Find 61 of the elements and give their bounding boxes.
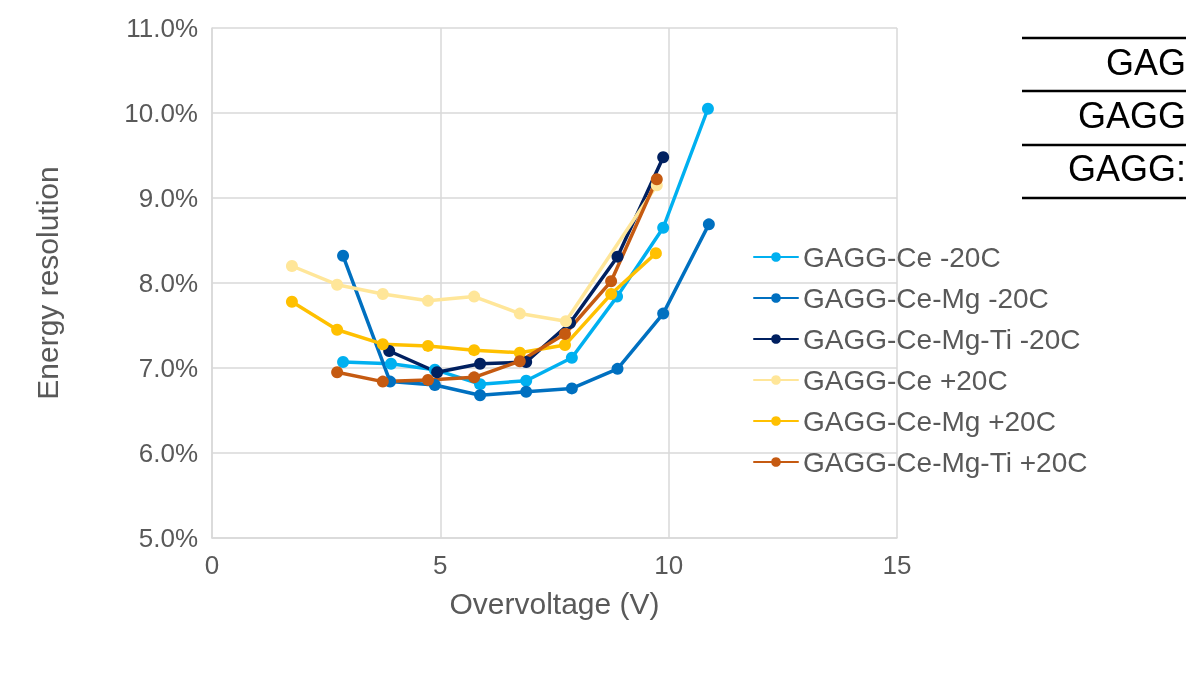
point	[468, 344, 481, 357]
point	[649, 247, 662, 260]
legend-label: GAGG-Ce-Mg -20C	[803, 282, 1049, 314]
text: GAGG	[1077, 94, 1186, 136]
y-tick-label: 11.0%	[126, 13, 198, 43]
point	[468, 290, 481, 303]
legend-label: GAGG-Ce +20C	[803, 364, 1008, 396]
x-axis-title: Overvoltage (V)	[449, 586, 660, 620]
point	[559, 315, 572, 328]
x-tick-label: 10	[654, 550, 684, 580]
point	[385, 357, 398, 370]
point	[331, 366, 344, 379]
point	[605, 288, 618, 301]
point	[513, 307, 526, 320]
x-tick-label: 5	[433, 550, 448, 580]
point	[657, 307, 670, 320]
point	[702, 218, 715, 231]
point	[422, 339, 434, 352]
point	[513, 355, 526, 368]
y-tick-label: 5.0%	[138, 523, 198, 553]
point	[565, 351, 578, 364]
x-tick-label: 0	[204, 550, 220, 580]
point	[520, 374, 533, 387]
legend-label: GAGG-Ce -20C	[803, 241, 1001, 273]
point	[474, 357, 487, 370]
point	[657, 151, 670, 164]
y-tick-label: 10.0%	[124, 98, 198, 128]
point	[422, 294, 434, 307]
point	[376, 338, 389, 351]
legend-label: GAGG-Ce-Mg +20C	[803, 405, 1056, 437]
y-tick-label: 9.0%	[138, 183, 198, 213]
point	[611, 362, 624, 375]
x-tick-label: 15	[882, 550, 912, 580]
point	[559, 328, 571, 340]
point	[605, 275, 618, 288]
point	[701, 102, 714, 115]
point	[337, 356, 350, 369]
y-tick-label: 7.0%	[138, 353, 198, 383]
y-tick-label: 8.0%	[138, 268, 198, 298]
point	[376, 375, 389, 388]
point	[331, 323, 344, 336]
point	[565, 382, 578, 395]
point	[285, 295, 298, 308]
point	[285, 260, 298, 272]
point	[331, 278, 344, 291]
text: GAGG:	[1067, 147, 1186, 189]
legend-label: GAGG-Ce-Mg-Ti +20C	[803, 446, 1088, 478]
point	[650, 173, 663, 186]
point	[520, 385, 533, 398]
point	[468, 371, 481, 384]
point	[559, 339, 571, 352]
text: GAG	[1105, 41, 1186, 83]
point	[337, 249, 350, 262]
legend-label: GAGG-Ce-Mg-Ti -20C	[803, 323, 1081, 355]
point	[422, 373, 434, 386]
point	[376, 288, 389, 301]
point	[474, 389, 487, 402]
y-tick-label: 6.0%	[138, 438, 198, 468]
point	[657, 221, 670, 234]
y-axis-title: Energy resolution	[30, 166, 64, 400]
point	[611, 250, 624, 263]
